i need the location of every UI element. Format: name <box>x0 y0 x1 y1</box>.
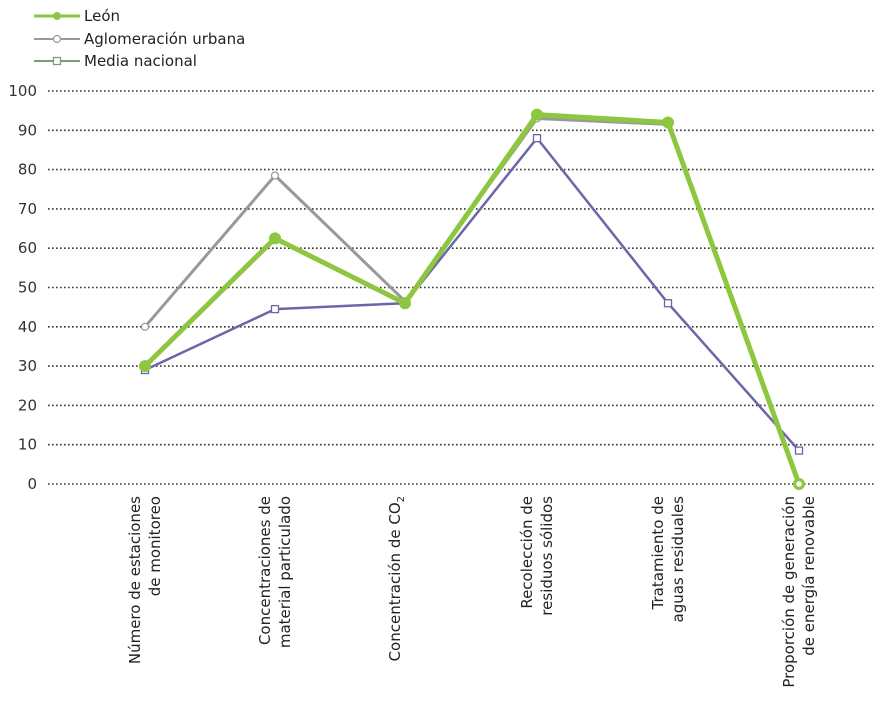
y-tick-label: 100 <box>8 82 37 100</box>
y-tick-label: 30 <box>18 357 37 375</box>
data-point <box>531 108 543 121</box>
series-line-2 <box>143 136 801 452</box>
y-tick-label: 10 <box>18 436 37 454</box>
series-line-0 <box>142 112 802 487</box>
series-line-1 <box>143 117 801 486</box>
data-point <box>663 299 673 308</box>
y-tick-label: 50 <box>18 279 37 297</box>
data-point <box>269 232 281 245</box>
legend-label: Media nacional <box>84 52 197 70</box>
y-tick-label: 80 <box>18 161 37 179</box>
y-axis: 0 10 20 30 40 50 60 70 80 90 100 <box>8 82 37 493</box>
gridlines <box>48 90 876 485</box>
data-point <box>270 171 280 180</box>
y-tick-label: 0 <box>27 475 37 493</box>
y-tick-label: 40 <box>18 318 37 336</box>
data-point <box>399 297 411 310</box>
data-point <box>139 360 151 373</box>
x-tick-label: Tratamiento de aguas residuales <box>649 496 687 623</box>
x-tick-label: Concentraciones de material particulado <box>256 496 294 648</box>
data-point <box>793 478 805 490</box>
data-point <box>270 304 280 314</box>
data-point <box>662 116 674 129</box>
y-tick-label: 70 <box>18 200 37 218</box>
data-point <box>532 134 542 143</box>
x-axis: Número de estaciones de monitoreo Concentr… <box>126 496 818 688</box>
y-tick-label: 60 <box>18 239 37 257</box>
data-point <box>140 322 150 331</box>
legend-marker-icon <box>52 34 62 44</box>
x-tick-label: Concentración de CO2 <box>386 496 407 661</box>
data-point <box>794 446 804 455</box>
legend-marker-icon <box>52 56 62 66</box>
x-tick-label: Recolección de residuos sólidos <box>518 496 556 616</box>
legend-label: Aglomeración urbana <box>84 30 245 48</box>
legend: León Aglomeración urbana Media nacional <box>34 7 245 70</box>
y-tick-label: 20 <box>18 396 37 414</box>
y-tick-label: 90 <box>18 121 37 139</box>
legend-marker-icon <box>53 12 61 20</box>
x-tick-label: Número de estaciones de monitoreo <box>126 496 164 664</box>
series-group <box>139 108 805 490</box>
x-tick-label: Proporción de generación de energía renov… <box>780 496 818 688</box>
legend-label: León <box>84 7 120 25</box>
